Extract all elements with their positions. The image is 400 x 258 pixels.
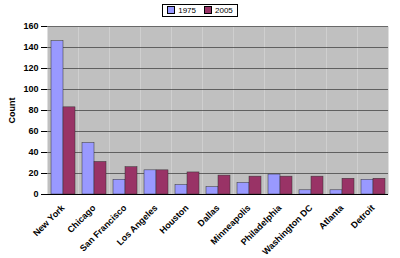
svg-text:60: 60 — [28, 126, 38, 136]
svg-text:Los Angeles: Los Angeles — [115, 203, 160, 248]
svg-text:100: 100 — [23, 84, 38, 94]
html-text:1975: 1975 — [178, 5, 196, 15]
svg-text:140: 140 — [23, 42, 38, 52]
svg-text:20: 20 — [28, 168, 38, 178]
svg-text:Chicago: Chicago — [65, 202, 98, 235]
svg-text:Count: Count — [7, 98, 17, 124]
svg-text:New York: New York — [31, 202, 67, 238]
svg-text:Atlanta: Atlanta — [317, 202, 346, 231]
svg-text:160: 160 — [23, 21, 38, 31]
svg-text:Philadelphia: Philadelphia — [238, 202, 284, 248]
svg-text:40: 40 — [28, 147, 38, 157]
svg-text:120: 120 — [23, 63, 38, 73]
svg-text:Washington DC: Washington DC — [260, 202, 315, 257]
html-text:2005: 2005 — [215, 5, 233, 15]
svg-text:San Francisco: San Francisco — [77, 202, 129, 254]
svg-text:Minneapolis: Minneapolis — [208, 202, 253, 247]
svg-text:Dallas: Dallas — [196, 203, 222, 229]
svg-text:0: 0 — [33, 189, 38, 199]
svg-text:80: 80 — [28, 105, 38, 115]
svg-text:Houston: Houston — [158, 203, 191, 236]
svg-text:Detroit: Detroit — [349, 203, 377, 231]
